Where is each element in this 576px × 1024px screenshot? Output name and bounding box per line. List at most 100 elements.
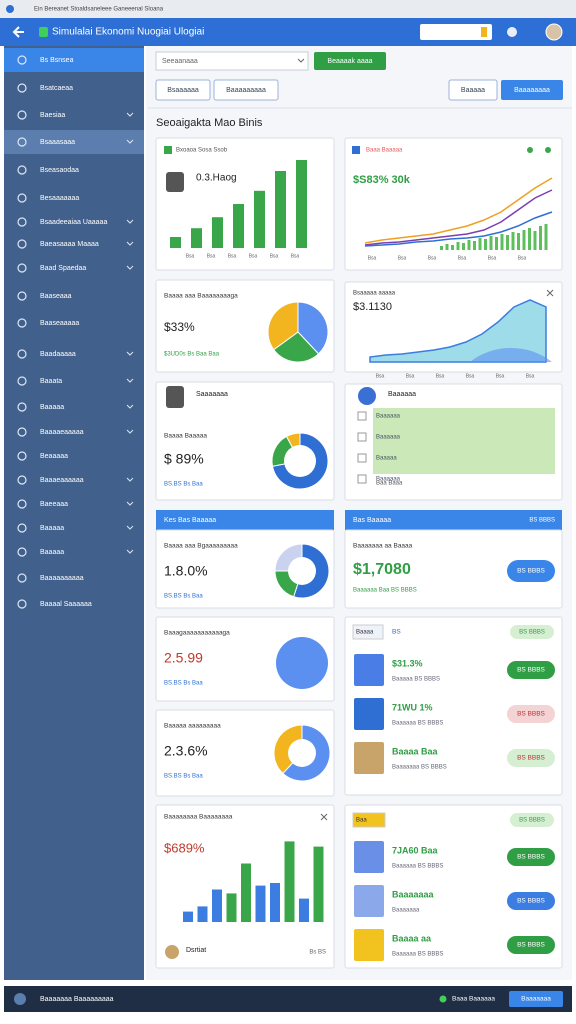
sidebar-item[interactable]: Baaaaa <box>40 525 64 532</box>
axis-label: Bsa <box>406 373 415 379</box>
action-text: Baaaaa <box>461 87 485 94</box>
pill-text: BS BBBS <box>517 667 545 674</box>
sidebar-item[interactable]: Baesiaa <box>40 112 65 119</box>
sidebar-icon <box>17 263 27 273</box>
chevron <box>126 525 134 530</box>
sidebar-item[interactable]: Bsaadeeaiaa Uaaaaa <box>40 219 107 226</box>
pill-button[interactable] <box>507 848 555 866</box>
list-header <box>352 624 384 640</box>
sidebar-item[interactable]: Baad Spaedaa <box>40 265 86 272</box>
sidebar-item[interactable]: Baaata <box>40 378 62 385</box>
footer-bar <box>4 986 572 1012</box>
checkbox[interactable] <box>357 453 367 463</box>
list-value: 7JA60 Baa <box>392 845 439 855</box>
label: Bxoaoa Sosa Ssob <box>176 148 228 154</box>
axis-label: Bsa <box>398 255 407 261</box>
donut-hole <box>288 557 316 585</box>
sidebar-icon <box>17 475 27 485</box>
checkbox[interactable] <box>357 411 367 421</box>
back-arrow[interactable] <box>12 26 24 38</box>
pill-button[interactable] <box>507 661 555 679</box>
section-title: Seoaigakta Mao Binis <box>156 117 263 129</box>
label: Dsrtiat <box>186 947 206 954</box>
sidebar-item[interactable]: Baaseaaaaa <box>40 320 79 327</box>
bar <box>517 233 520 250</box>
label: Baaaa <box>356 630 374 636</box>
list-sub: Baaaaaaa <box>392 908 420 914</box>
axis-label: Bsa <box>496 373 505 379</box>
pill-button[interactable] <box>507 749 555 767</box>
bar <box>313 846 324 922</box>
footer-status: Baaa Baaaaaa <box>452 996 495 1003</box>
sidebar-item[interactable]: Baaaeaaaaaa <box>40 477 84 484</box>
filter-button[interactable] <box>213 79 279 101</box>
checkbox[interactable] <box>357 474 367 484</box>
pill-button[interactable] <box>507 560 555 582</box>
action-button[interactable] <box>501 80 563 100</box>
button-text: Baaaaaaa <box>521 996 551 1003</box>
action-button[interactable] <box>448 79 498 101</box>
chevron <box>126 241 134 246</box>
sidebar-item[interactable]: Bs Bsnsea <box>40 57 74 64</box>
section-header-text: Bas Baaaaa <box>353 517 391 524</box>
chevron <box>126 429 134 434</box>
sidebar-item[interactable]: Baadaaaaa <box>40 351 76 358</box>
icon <box>166 386 184 408</box>
pill-button[interactable] <box>507 892 555 910</box>
filter-text: Baaaaaaaaa <box>226 87 266 94</box>
kpi-sub: Baaaaaa Baa BS BBBS <box>353 588 417 594</box>
kpi-sub: $3UD0s Bs Baa Baa <box>164 352 220 358</box>
search-box[interactable] <box>420 24 492 40</box>
sidebar-item[interactable]: Baaaaeaaaaa <box>40 429 84 436</box>
label: Bs BS <box>309 950 326 956</box>
sidebar-icon <box>17 402 27 412</box>
sidebar-icon <box>17 291 27 301</box>
section-header <box>345 510 562 530</box>
bar <box>467 240 471 250</box>
pill-button[interactable] <box>507 936 555 954</box>
sidebar-item[interactable]: Besaaaaaaa <box>40 195 79 202</box>
checkbox[interactable] <box>357 432 367 442</box>
pie-slice <box>267 301 299 351</box>
bar <box>270 883 280 922</box>
sidebar-item[interactable]: Baaaal Saaaaaa <box>40 601 92 608</box>
pill-button[interactable] <box>507 705 555 723</box>
close-icon[interactable] <box>320 813 328 821</box>
sidebar-icon <box>17 55 27 65</box>
sidebar-item[interactable]: Bsaaasaaa <box>40 139 75 146</box>
kpi-sub: BS.BS Bs Baa <box>164 482 203 488</box>
sidebar-item[interactable]: Baeeaaa <box>40 501 68 508</box>
sidebar-item[interactable]: Baaaaa <box>40 549 64 556</box>
footer-button[interactable] <box>509 991 563 1007</box>
sidebar-item[interactable]: Baaaaa <box>40 404 64 411</box>
sidebar-icon <box>17 217 27 227</box>
label: Baa <box>356 818 367 824</box>
bar <box>197 906 208 922</box>
status-dot <box>439 995 447 1003</box>
sidebar-item[interactable]: Bsatcaeaa <box>40 85 73 92</box>
avatar[interactable] <box>545 23 563 41</box>
kpi-value: $S83% 30k <box>353 174 411 186</box>
sidebar-item[interactable]: Baaaaaaaaaa <box>40 575 84 582</box>
sidebar-item[interactable]: Baeasaaaa Maaaa <box>40 241 99 248</box>
bar <box>255 885 266 922</box>
select[interactable] <box>155 51 309 71</box>
bar <box>451 245 454 250</box>
label: Baa Baaa <box>376 481 403 487</box>
filter-button[interactable] <box>155 79 211 101</box>
sidebar-icon <box>17 376 27 386</box>
sidebar-item[interactable]: Bseasaodaa <box>40 167 79 174</box>
sidebar-item[interactable]: Baaseaaa <box>40 293 72 300</box>
kpi-value: $ 89% <box>164 451 204 467</box>
table-cell: Baaaaa <box>376 456 397 462</box>
table-highlight <box>373 408 555 474</box>
label: Baaaaaaaa Baaaaaaaa <box>164 814 233 821</box>
sidebar-item[interactable]: Beaaaaa <box>40 453 68 460</box>
chevron <box>126 351 134 356</box>
donut-hole <box>284 445 316 477</box>
close-icon[interactable] <box>546 289 554 297</box>
header-icon[interactable] <box>507 27 517 37</box>
primary-button[interactable] <box>314 52 386 70</box>
kpi-value: $3.1130 <box>353 301 392 313</box>
